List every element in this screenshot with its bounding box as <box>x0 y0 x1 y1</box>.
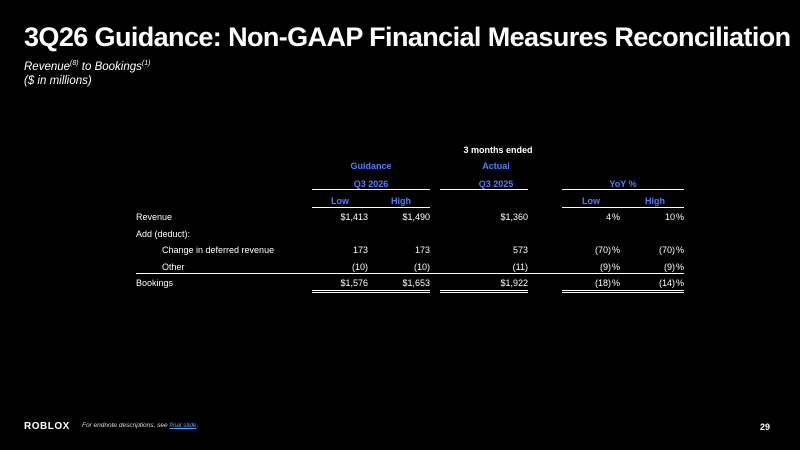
cell-yoy-low: (18) <box>594 278 611 288</box>
guidance-col-rule <box>312 207 430 208</box>
cell-yoy-low: (9) <box>600 262 611 272</box>
cell-yoy-high: (70) <box>658 245 675 255</box>
yoy-header-rule <box>562 189 684 190</box>
pct-sign: % <box>676 245 685 255</box>
row-label: Other <box>162 262 185 272</box>
row-label: Bookings <box>136 278 174 288</box>
page-number: 29 <box>759 422 770 432</box>
pct-sign: % <box>612 245 621 255</box>
total-rule <box>562 290 684 291</box>
period-header: 3 months ended <box>463 145 533 155</box>
cell-yoy-high: 10 <box>664 212 675 222</box>
cell-actual: $1,922 <box>500 278 528 288</box>
row-label: Revenue <box>136 212 173 222</box>
cell-yoy-low: 4 <box>605 212 611 222</box>
units-note: ($ in millions) <box>24 75 92 87</box>
actual-header: Actual <box>482 161 510 171</box>
final-slide-link[interactable]: final slide <box>169 422 197 429</box>
cell-actual: 573 <box>512 245 528 255</box>
subtotal-rule <box>136 273 684 274</box>
guidance-period-label: Q3 2026 <box>353 179 389 189</box>
cell-high: $1,653 <box>402 278 430 288</box>
roblox-logo: ROBLOX <box>24 421 70 432</box>
actual-period-label: Q3 2025 <box>478 179 514 189</box>
yoy-col-rule <box>562 207 684 208</box>
cell-actual: $1,360 <box>500 212 528 222</box>
col-high: High <box>391 196 411 206</box>
actual-header-rule <box>440 189 528 190</box>
cell-low: $1,576 <box>340 278 368 288</box>
pct-sign: % <box>676 212 685 222</box>
pct-sign: % <box>676 262 685 272</box>
cell-high: $1,490 <box>402 212 430 222</box>
total-rule <box>312 290 430 291</box>
endnote: For endnote descriptions, see final slid… <box>82 422 199 429</box>
page-title: 3Q26 Guidance: Non-GAAP Financial Measur… <box>24 22 791 52</box>
cell-high: (10) <box>413 262 430 272</box>
cell-actual: (11) <box>512 262 528 272</box>
cell-yoy-high: (14) <box>658 278 675 288</box>
pct-sign: % <box>612 262 621 272</box>
total-rule <box>312 292 430 293</box>
cell-yoy-low: (70) <box>594 245 611 255</box>
total-rule <box>562 292 684 293</box>
yoy-period-label: YoY % <box>609 179 637 189</box>
subtitle: Revenue(8) to Bookings(1) <box>24 60 151 73</box>
pct-sign: % <box>612 212 621 222</box>
cell-high: 173 <box>414 245 430 255</box>
cell-low: 173 <box>352 245 368 255</box>
row-label: Change in deferred revenue <box>162 245 275 255</box>
cell-low: (10) <box>351 262 368 272</box>
col-yoy-low: Low <box>582 196 600 206</box>
cell-low: $1,413 <box>340 212 368 222</box>
guidance-header: Guidance <box>350 161 392 171</box>
cell-yoy-high: (9) <box>664 262 675 272</box>
total-rule <box>440 292 528 293</box>
col-low: Low <box>331 196 349 206</box>
pct-sign: % <box>612 278 621 288</box>
col-yoy-high: High <box>645 196 665 206</box>
total-rule <box>440 290 528 291</box>
guidance-header-rule <box>312 189 430 190</box>
row-label: Add (deduct): <box>136 229 191 239</box>
pct-sign: % <box>676 278 685 288</box>
